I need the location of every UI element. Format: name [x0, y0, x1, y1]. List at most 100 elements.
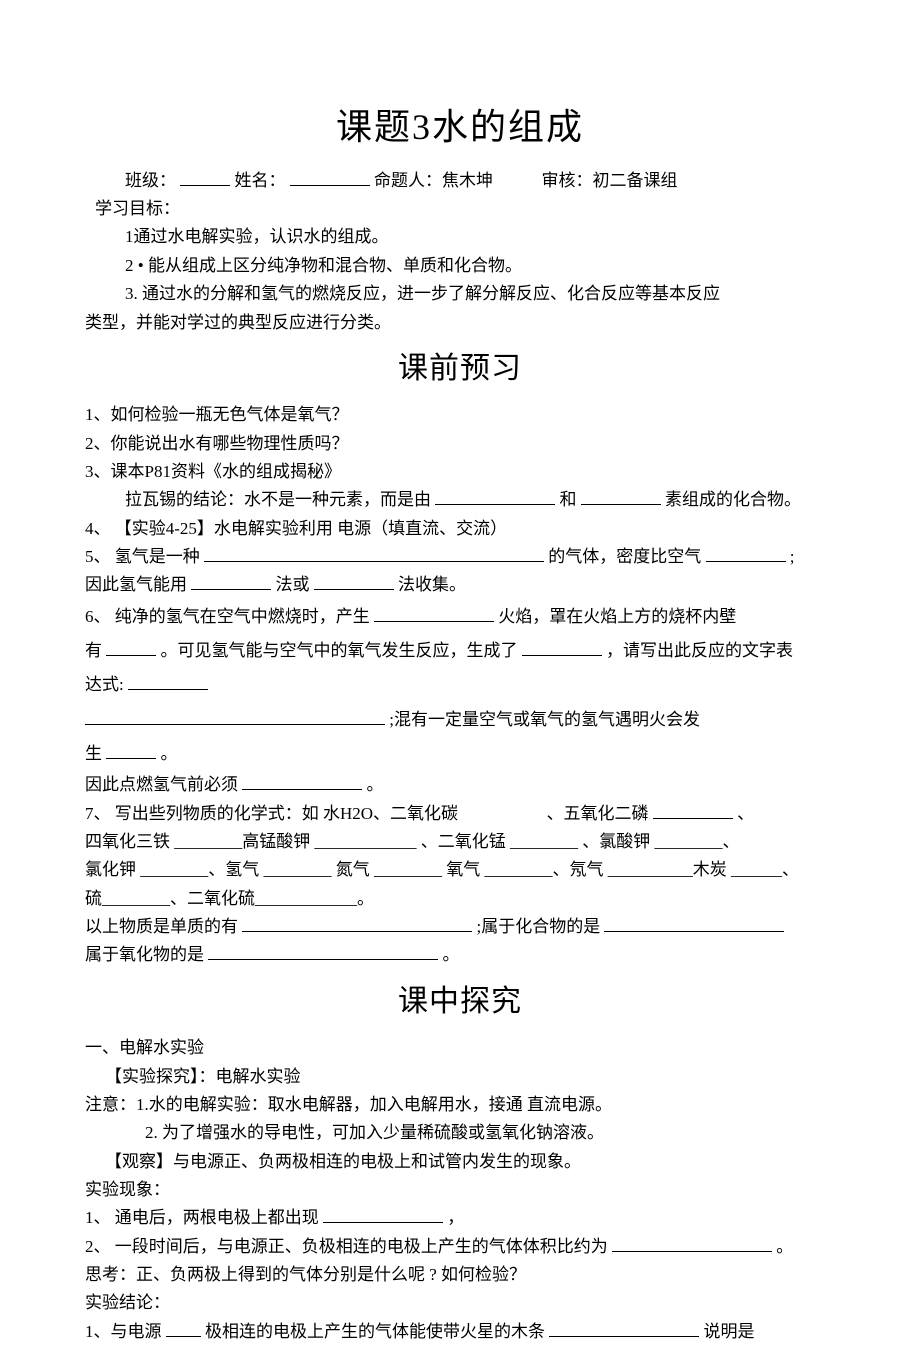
- q7f: 属于氧化物的是 。: [85, 942, 835, 968]
- q7e-mid: ;属于化合物的是: [477, 917, 605, 936]
- q7-post: 、: [737, 804, 754, 823]
- phen: 实验现象：: [85, 1177, 835, 1203]
- q3b-blank2: [581, 488, 661, 505]
- q7e-blank2: [604, 915, 784, 932]
- class-blank: [180, 169, 230, 186]
- q6: 6、 纯净的氢气在空气中燃烧时，产生 火焰，罩在火焰上方的烧杯内壁: [85, 601, 835, 633]
- name-label: 姓名：: [235, 171, 286, 190]
- q5b: 因此氢气能用 法或 法收集。: [85, 572, 835, 598]
- q6-mid: 火焰，罩在火焰上方的烧杯内壁: [498, 607, 736, 626]
- note1: 注意：1.水的电解实验：取水电解器，加入电解用水，接通 直流电源。: [85, 1092, 835, 1118]
- q6c-label: 达式:: [85, 675, 124, 694]
- c1-post: 说明是: [704, 1322, 755, 1341]
- p2-pre: 2、 一段时间后，与电源正、负极相连的电极上产生的气体体积比约为: [85, 1237, 612, 1256]
- q6b: 有 。可见氢气能与空气中的氧气发生反应，生成了 ，请写出此反应的文字表: [85, 635, 835, 667]
- q7f-blank: [208, 943, 438, 960]
- q3: 3、课本P81资料《水的组成揭秘》: [85, 459, 835, 485]
- q6f: 因此点燃氢气前必须 。: [85, 772, 835, 798]
- q6b-blank1: [106, 639, 156, 656]
- concl: 实验结论：: [85, 1290, 835, 1316]
- q6d-text: ;混有一定量空气或氧气的氢气遇明火会发: [389, 710, 700, 729]
- q5-blank2: [706, 545, 786, 562]
- q7: 7、 写出些列物质的化学式：如 水H2O、二氧化碳 、五氧化二磷 、: [85, 801, 835, 827]
- q7d: 硫________、二氧化硫____________。: [85, 886, 835, 912]
- q6f-blank: [242, 773, 362, 790]
- page-title: 课题3水的组成: [85, 100, 835, 156]
- q7c: 氯化钾 ________、氢气 ________ 氮气 ________ 氧气 …: [85, 857, 835, 883]
- q7f-pre: 属于氧化物的是: [85, 945, 208, 964]
- q5b-post: 法收集。: [398, 575, 466, 594]
- sec1: 一、电解水实验: [85, 1035, 835, 1061]
- q5b-blank2: [314, 573, 394, 590]
- class-label: 班级：: [125, 171, 176, 190]
- q4: 4、 【实验4-25】水电解实验利用 电源（填直流、交流）: [85, 516, 835, 542]
- q5b-pre: 因此氢气能用: [85, 575, 191, 594]
- q5-pre: 5、 氢气是一种: [85, 547, 204, 566]
- c1: 1、与电源 极相连的电极上产生的气体能使带火星的木条 说明是: [85, 1319, 835, 1345]
- q7-pre: 7、 写出些列物质的化学式：如 水H2O、二氧化碳: [85, 804, 458, 823]
- c1-blank1: [166, 1320, 201, 1337]
- p1-pre: 1、 通电后，两根电极上都出现: [85, 1208, 323, 1227]
- goal-1: 1通过水电解实验，认识水的组成。: [125, 224, 835, 250]
- c1-mid: 极相连的电极上产生的气体能使带火星的木条: [205, 1322, 549, 1341]
- q2: 2、你能说出水有哪些物理性质吗？: [85, 431, 835, 457]
- c1-blank2: [549, 1320, 699, 1337]
- p2-post: 。: [776, 1237, 793, 1256]
- q5-blank1: [204, 545, 544, 562]
- q6b-pre: 有: [85, 641, 106, 660]
- c1-pre: 1、与电源: [85, 1322, 166, 1341]
- preview-heading: 课前预习: [85, 346, 835, 393]
- p2: 2、 一段时间后，与电源正、负极相连的电极上产生的气体体积比约为 。: [85, 1234, 835, 1260]
- header-row: 班级： 姓名： 命题人：焦木坤 审核：初二备课组: [125, 168, 835, 194]
- q3b: 拉瓦锡的结论：水不是一种元素，而是由 和 素组成的化合物。: [125, 487, 835, 513]
- review-label: 审核：初二备课组: [542, 171, 678, 190]
- q6d-blank: [85, 708, 385, 725]
- q3b-blank1: [435, 488, 555, 505]
- p1-blank: [323, 1206, 443, 1223]
- goal-2: 2 • 能从组成上区分纯净物和混合物、单质和化合物。: [125, 253, 835, 279]
- q1: 1、如何检验一瓶无色气体是氧气？: [85, 402, 835, 428]
- q7e-blank1: [242, 915, 472, 932]
- q6e: 生 。: [85, 738, 835, 770]
- obs: 【观察】与电源正、负两极相连的电极上和试管内发生的现象。: [105, 1149, 835, 1175]
- q6d: ;混有一定量空气或氧气的氢气遇明火会发: [85, 704, 835, 736]
- q5-mid: 的气体，密度比空气: [548, 547, 705, 566]
- q6e-pre: 生: [85, 744, 106, 763]
- q7-blank: [653, 802, 733, 819]
- q3b-post: 素组成的化合物。: [665, 490, 801, 509]
- name-blank: [290, 169, 370, 186]
- p1-post: ，: [447, 1208, 464, 1227]
- q6c: 达式:: [85, 669, 835, 701]
- q7e-pre: 以上物质是单质的有: [85, 917, 242, 936]
- q3b-pre: 拉瓦锡的结论：水不是一种元素，而是由: [125, 490, 435, 509]
- q6f-post: 。: [367, 775, 384, 794]
- q6b-post: ，请写出此反应的文字表: [606, 641, 793, 660]
- note2: 2. 为了增强水的导电性，可加入少量稀硫酸或氢氧化钠溶液。: [145, 1120, 835, 1146]
- q6e-post: 。: [161, 744, 178, 763]
- p2-blank: [612, 1235, 772, 1252]
- q7e: 以上物质是单质的有 ;属于化合物的是: [85, 914, 835, 940]
- p1: 1、 通电后，两根电极上都出现 ，: [85, 1205, 835, 1231]
- q6b-blank2: [522, 639, 602, 656]
- q5: 5、 氢气是一种 的气体，密度比空气 ;: [85, 544, 835, 570]
- q6e-blank: [106, 742, 156, 759]
- q5b-mid: 法或: [276, 575, 314, 594]
- q6c-blank: [128, 673, 208, 690]
- goal-3: 3. 通过水的分解和氢气的燃烧反应，进一步了解分解反应、化合反应等基本反应: [125, 281, 835, 307]
- explore-heading: 课中探究: [85, 979, 835, 1026]
- q6f-pre: 因此点燃氢气前必须: [85, 775, 238, 794]
- q7f-post: 。: [443, 945, 460, 964]
- q6-blank1: [374, 605, 494, 622]
- goals-heading: 学习目标：: [95, 196, 835, 222]
- q7-mid: 、五氧化二磷: [547, 804, 653, 823]
- goal-3b: 类型，并能对学过的典型反应进行分类。: [85, 310, 835, 336]
- q6b-mid: 。可见氢气能与空气中的氧气发生反应，生成了: [161, 641, 522, 660]
- q6-pre: 6、 纯净的氢气在空气中燃烧时，产生: [85, 607, 374, 626]
- think: 思考：正、负两极上得到的气体分别是什么呢 ? 如何检验？: [85, 1262, 835, 1288]
- sec1a: 【实验探究】：电解水实验: [105, 1064, 835, 1090]
- author-label: 命题人：焦木坤: [374, 171, 493, 190]
- q3b-mid: 和: [560, 490, 581, 509]
- q7b: 四氧化三铁 ________高锰酸钾 ____________ 、二氧化锰 __…: [85, 829, 835, 855]
- q5b-blank1: [191, 573, 271, 590]
- q5-post: ;: [790, 547, 795, 566]
